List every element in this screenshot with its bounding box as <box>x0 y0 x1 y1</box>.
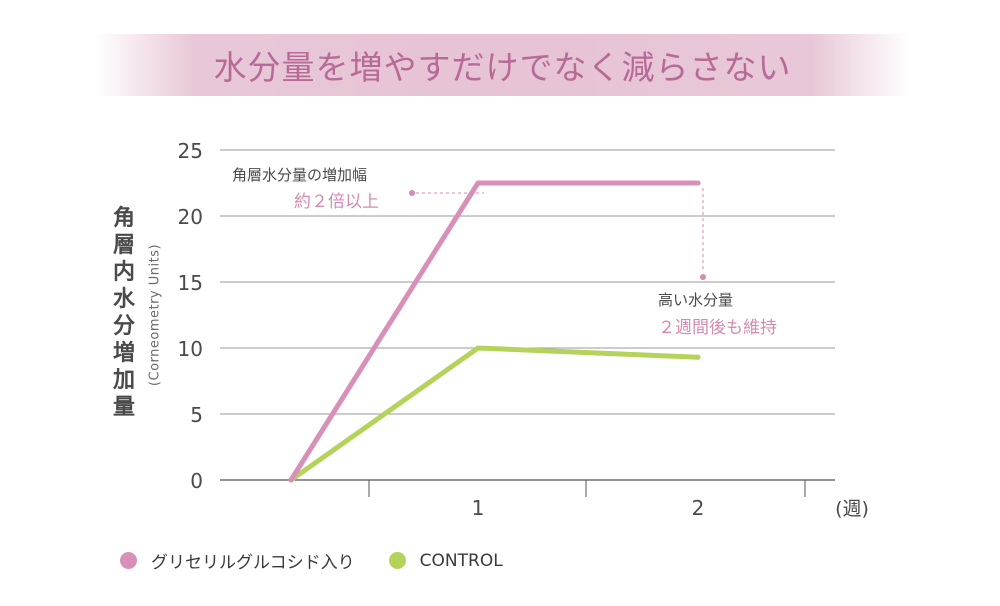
y-tick-label: 25 <box>178 139 203 163</box>
y-axis-label: 角層内水分増加量 <box>112 206 135 420</box>
data-point <box>475 345 481 351</box>
data-point <box>695 180 701 186</box>
y-tick-label: 10 <box>178 337 203 361</box>
x-axis-unit-label: (週) <box>835 498 869 520</box>
y-tick-label: 15 <box>178 271 203 295</box>
legend-item-control: CONTROL <box>388 550 503 571</box>
annotation-2-line1: 高い水分量 <box>658 291 733 309</box>
legend-label-control: CONTROL <box>419 550 503 571</box>
data-point <box>475 180 481 186</box>
y-tick-label: 5 <box>190 403 203 427</box>
legend-marker-control <box>388 552 406 569</box>
legend-item-glyceryl: グリセリルグルコシド入り <box>120 548 355 573</box>
x-tick-label: 2 <box>692 496 705 520</box>
annotation-2-line2: ２週間後も維持 <box>658 318 777 338</box>
data-point <box>695 354 701 360</box>
legend: グリセリルグルコシド入り CONTROL <box>120 548 537 573</box>
y-tick-label: 0 <box>190 469 203 493</box>
x-tick-label: 1 <box>472 496 485 520</box>
annotation-2-dot <box>700 274 706 280</box>
legend-label-glyceryl: グリセリルグルコシド入り <box>151 553 355 573</box>
annotation-1-line1: 角層水分量の増加幅 <box>232 166 367 184</box>
legend-marker-glyceryl <box>120 552 137 569</box>
data-point <box>288 477 294 483</box>
annotation-1-line2: 約２倍以上 <box>294 192 379 212</box>
chart-title: 水分量を増やすだけでなく減らさない <box>213 48 792 87</box>
title-banner: 水分量を増やすだけでなく減らさない <box>95 34 910 96</box>
annotation-1-dot <box>409 190 415 196</box>
y-tick-label: 20 <box>178 205 203 229</box>
